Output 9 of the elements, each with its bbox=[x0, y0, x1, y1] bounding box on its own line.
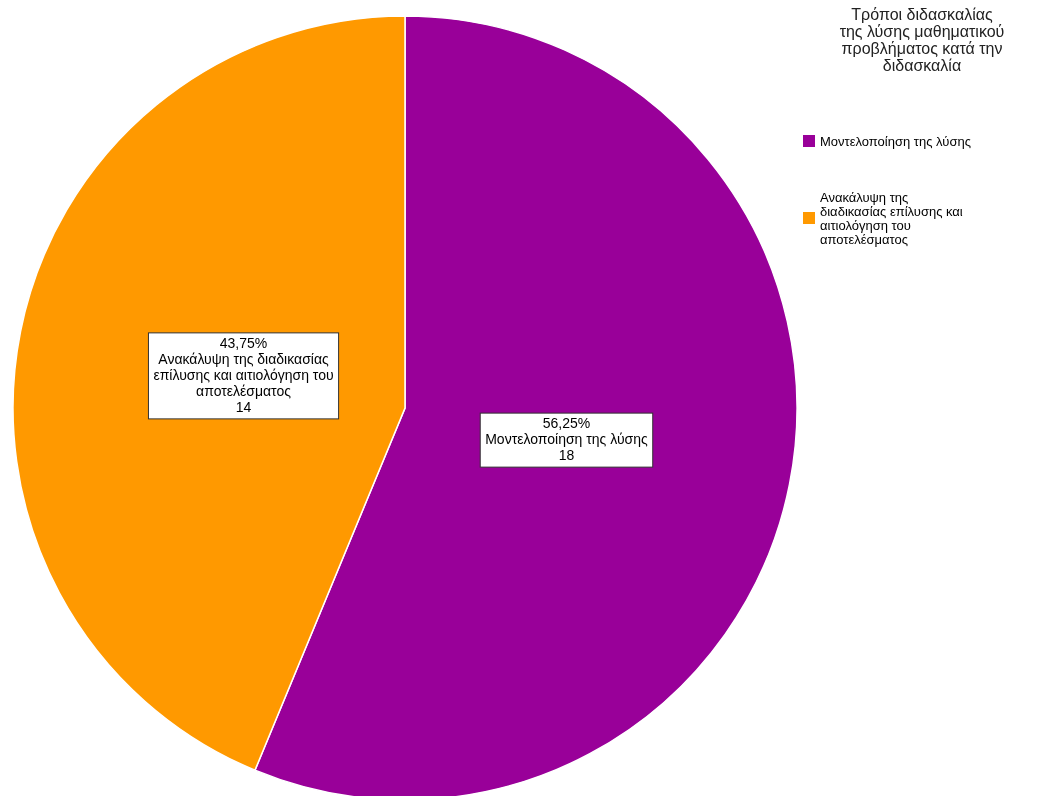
data-label: 14 bbox=[235, 398, 252, 415]
text: Τρόποι διδασκαλίας της λύσης μαθηματικού προβλήματος κατά την διδασκαλία bbox=[839, 6, 1005, 74]
legend-label: Μοντελοποίηση της λύσης bbox=[820, 134, 971, 149]
text: 56,25% bbox=[542, 415, 591, 432]
slice-label: Ανακάλυψη της διαδικασίας επίλυσης και αιτιολόγηση του αποτελέσματος bbox=[153, 350, 334, 399]
legend-label: Ανακάλυψη της διαδικασίας επίλυσης και αιτιολόγηση του αποτελέσματος bbox=[820, 190, 963, 247]
data-label: 18 bbox=[558, 447, 575, 464]
slice-label: Μοντελοποίηση της λύσης bbox=[485, 431, 648, 448]
text: 43,75% bbox=[219, 334, 268, 351]
